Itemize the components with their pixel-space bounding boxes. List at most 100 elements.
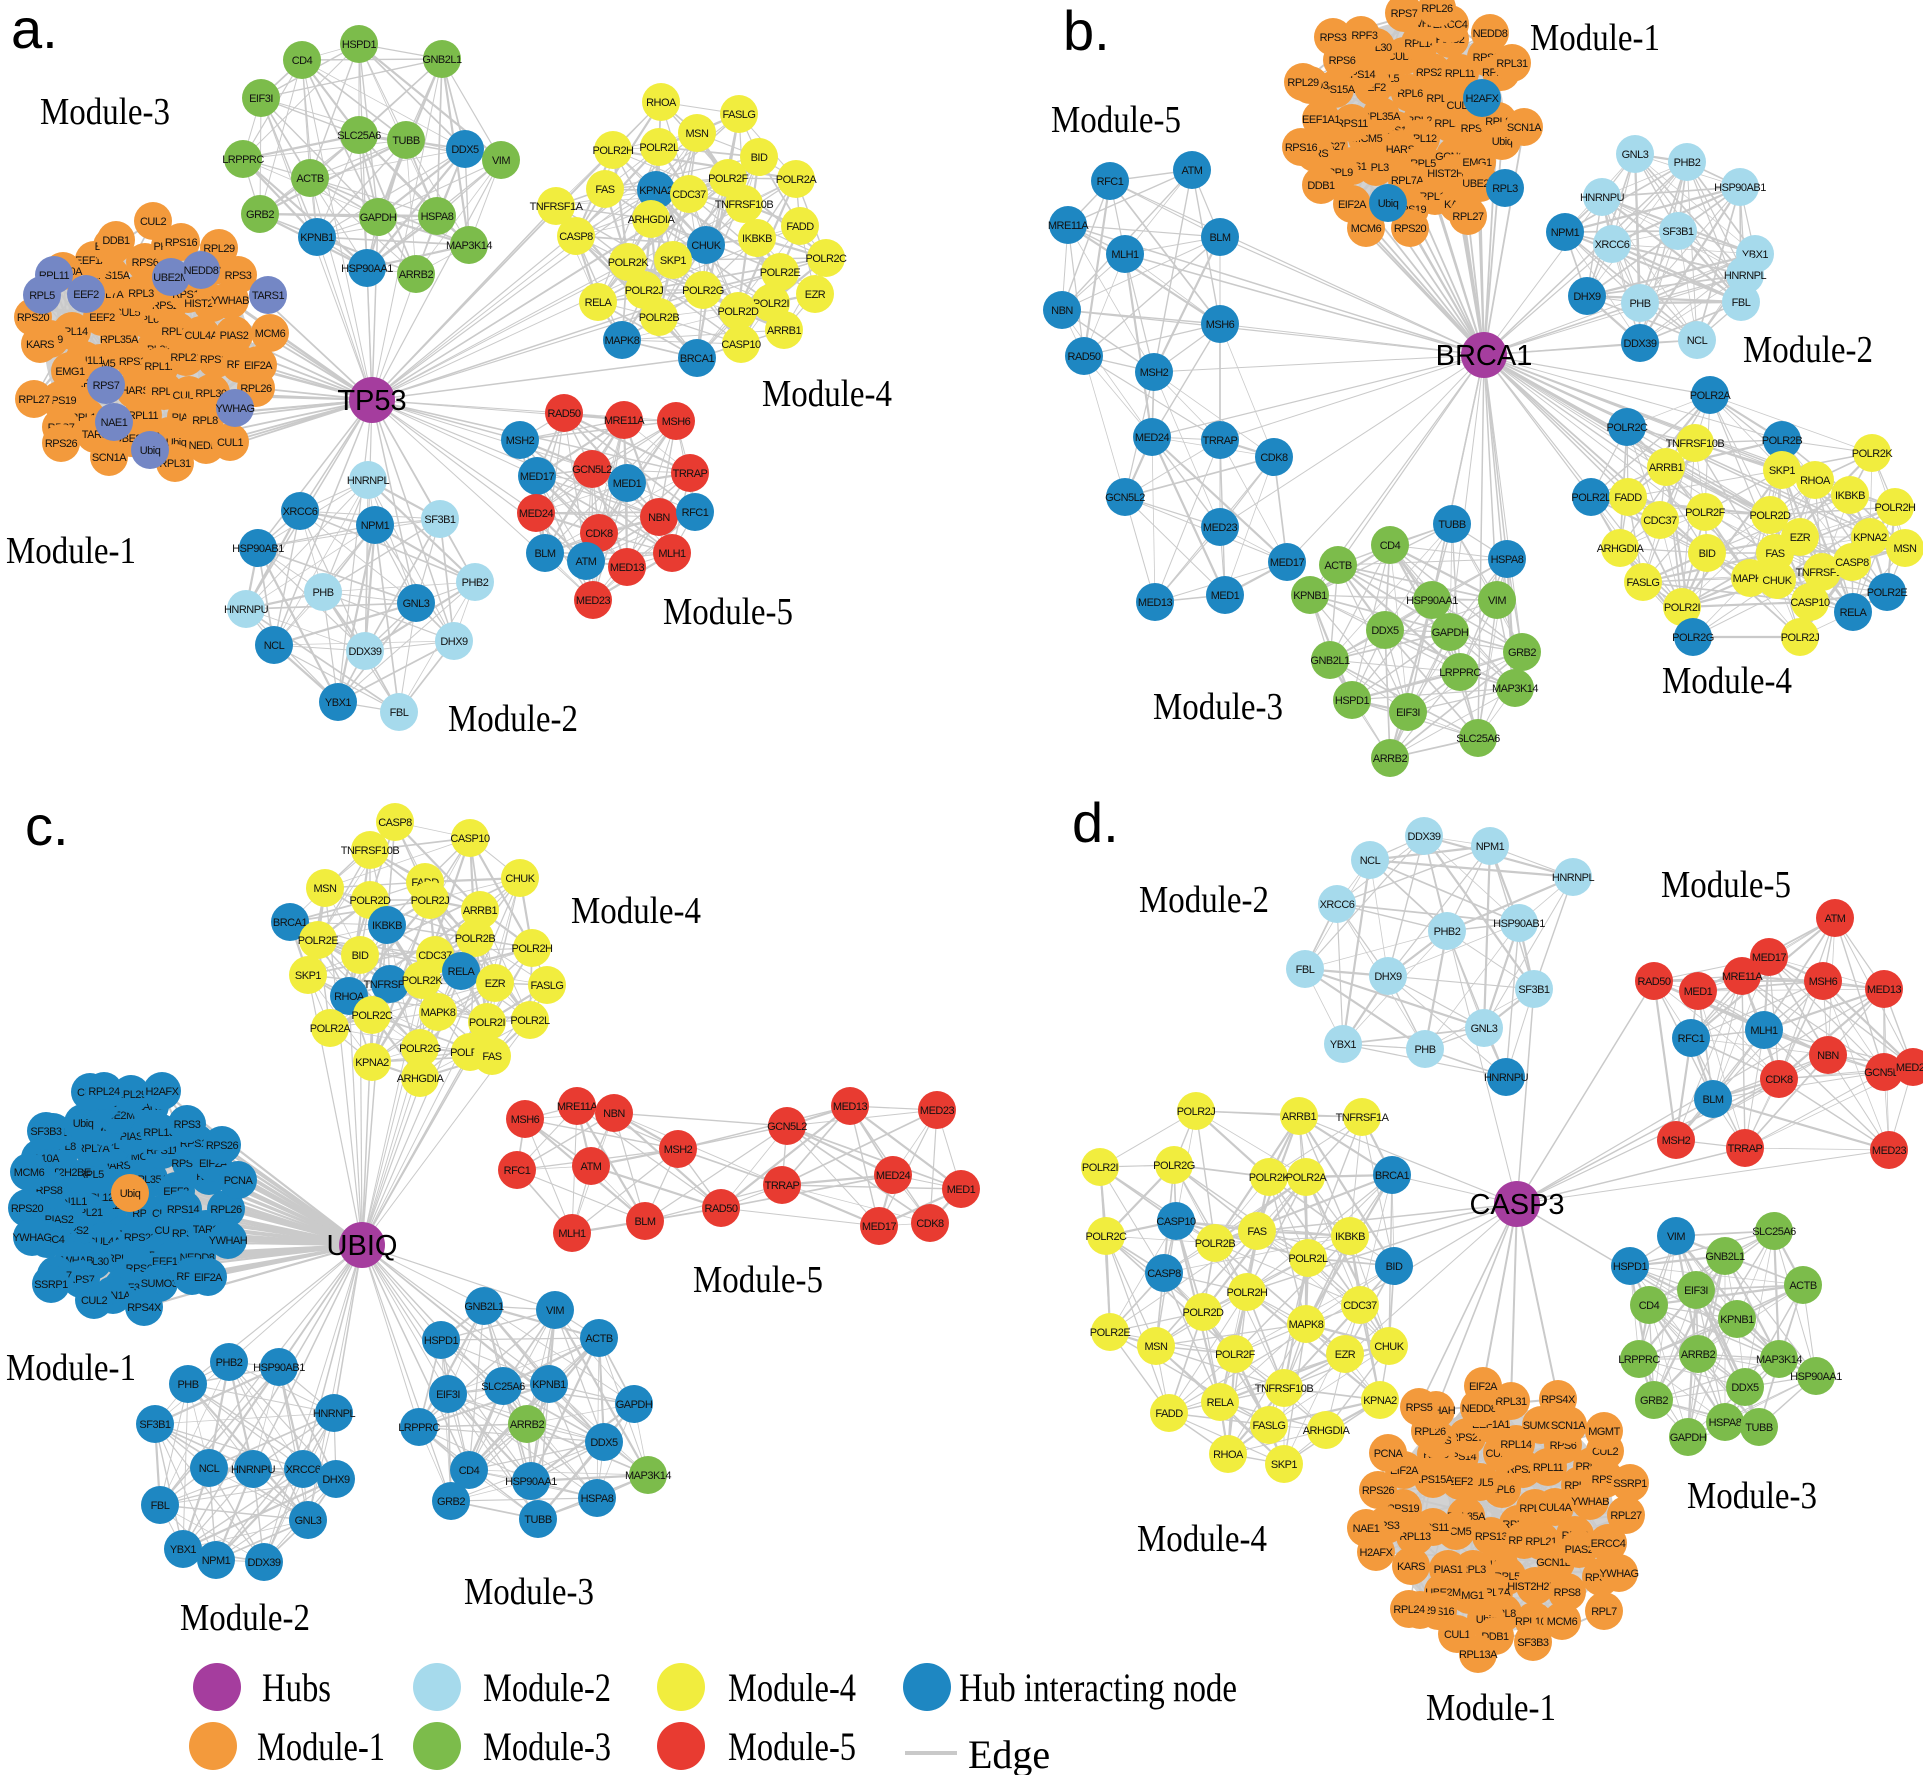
svg-text:MSH2: MSH2 bbox=[1662, 1135, 1691, 1147]
svg-text:EIF2A: EIF2A bbox=[194, 1272, 223, 1284]
svg-text:PHB: PHB bbox=[1414, 1044, 1435, 1056]
svg-text:MRE11A: MRE11A bbox=[1048, 220, 1089, 232]
svg-text:POLR2F: POLR2F bbox=[1215, 1349, 1256, 1361]
svg-text:FASLG: FASLG bbox=[1253, 1420, 1286, 1432]
svg-text:RPL7: RPL7 bbox=[1591, 1606, 1617, 1618]
svg-text:YWHAG: YWHAG bbox=[215, 403, 254, 415]
svg-text:POLR2I: POLR2I bbox=[1664, 602, 1701, 614]
svg-text:HNRNPU: HNRNPU bbox=[231, 1464, 276, 1476]
svg-text:FAS: FAS bbox=[482, 1051, 501, 1063]
svg-text:HARS: HARS bbox=[121, 385, 150, 397]
svg-text:RPS20: RPS20 bbox=[11, 1203, 44, 1215]
svg-text:FBL: FBL bbox=[1296, 964, 1315, 976]
svg-text:PIAS2: PIAS2 bbox=[1565, 1544, 1594, 1556]
svg-text:NCL: NCL bbox=[199, 1463, 220, 1475]
svg-text:TNFRSF10B: TNFRSF10B bbox=[341, 845, 400, 857]
svg-text:CASP10: CASP10 bbox=[1790, 597, 1830, 609]
svg-text:Module-2: Module-2 bbox=[448, 698, 578, 740]
svg-text:Module-1: Module-1 bbox=[6, 530, 136, 572]
svg-text:CASP10: CASP10 bbox=[450, 833, 490, 845]
svg-text:RPS16: RPS16 bbox=[165, 237, 198, 249]
svg-text:MED17: MED17 bbox=[1752, 952, 1787, 964]
svg-text:MED13: MED13 bbox=[610, 562, 645, 574]
svg-text:RPL13: RPL13 bbox=[143, 1127, 175, 1139]
svg-text:MSH2: MSH2 bbox=[664, 1144, 693, 1156]
svg-text:RPS5: RPS5 bbox=[1406, 1402, 1433, 1414]
svg-text:CDK8: CDK8 bbox=[916, 1218, 944, 1230]
svg-text:RPL31: RPL31 bbox=[1495, 1396, 1527, 1408]
svg-text:MSN: MSN bbox=[686, 128, 710, 140]
svg-text:SCN1A: SCN1A bbox=[92, 452, 127, 464]
svg-text:NBN: NBN bbox=[603, 1108, 625, 1120]
svg-text:RPS20: RPS20 bbox=[1394, 223, 1427, 235]
svg-text:UBE2M: UBE2M bbox=[153, 272, 189, 284]
svg-text:IKBKB: IKBKB bbox=[1835, 490, 1865, 502]
svg-text:BRCA1: BRCA1 bbox=[1436, 340, 1533, 372]
svg-text:XRCC6: XRCC6 bbox=[283, 506, 318, 518]
svg-text:HSP90AA1: HSP90AA1 bbox=[341, 263, 393, 275]
svg-text:ARRB2: ARRB2 bbox=[510, 1419, 545, 1431]
svg-text:TUBB: TUBB bbox=[1438, 519, 1466, 531]
svg-text:POLR2E: POLR2E bbox=[760, 267, 801, 279]
svg-text:MED17: MED17 bbox=[1270, 557, 1305, 569]
svg-text:MED24: MED24 bbox=[1896, 1062, 1923, 1074]
svg-text:SCN1A: SCN1A bbox=[1551, 1420, 1586, 1432]
svg-text:POLR2L: POLR2L bbox=[1571, 492, 1611, 504]
svg-text:GNB2L1: GNB2L1 bbox=[464, 1301, 504, 1313]
svg-text:SKP1: SKP1 bbox=[1271, 1459, 1298, 1471]
svg-text:Module-2: Module-2 bbox=[1139, 879, 1269, 921]
svg-text:HNRNPU: HNRNPU bbox=[1580, 192, 1625, 204]
svg-text:POLR2K: POLR2K bbox=[402, 975, 444, 987]
svg-text:RPL27: RPL27 bbox=[1452, 211, 1484, 223]
svg-text:PHB2: PHB2 bbox=[462, 577, 489, 589]
svg-text:KPNB1: KPNB1 bbox=[1293, 590, 1327, 602]
svg-text:GNB2L1: GNB2L1 bbox=[422, 54, 462, 66]
svg-text:GNB2L1: GNB2L1 bbox=[1310, 655, 1350, 667]
svg-text:CUL2: CUL2 bbox=[140, 216, 167, 228]
svg-text:PHB: PHB bbox=[1629, 298, 1650, 310]
svg-text:PRPF3: PRPF3 bbox=[1345, 30, 1378, 42]
svg-text:DDX5: DDX5 bbox=[451, 144, 479, 156]
svg-text:GNL3: GNL3 bbox=[295, 1515, 322, 1527]
svg-text:POLR2D: POLR2D bbox=[1182, 1307, 1224, 1319]
svg-text:MSN: MSN bbox=[1145, 1341, 1169, 1353]
svg-text:TRRAP: TRRAP bbox=[765, 1180, 800, 1192]
svg-text:MSH6: MSH6 bbox=[1206, 319, 1235, 331]
svg-text:RPL3: RPL3 bbox=[1492, 183, 1518, 195]
svg-text:GNB2L1: GNB2L1 bbox=[1705, 1251, 1745, 1263]
svg-text:RPL27: RPL27 bbox=[1610, 1510, 1642, 1522]
svg-text:Module-1: Module-1 bbox=[1426, 1687, 1556, 1729]
svg-text:RPL7A: RPL7A bbox=[77, 1143, 111, 1155]
svg-text:RPS6: RPS6 bbox=[132, 257, 159, 269]
svg-text:BLM: BLM bbox=[1209, 232, 1230, 244]
svg-text:MSH6: MSH6 bbox=[511, 1114, 540, 1126]
svg-text:POLR2B: POLR2B bbox=[1762, 435, 1803, 447]
svg-text:SSRP1: SSRP1 bbox=[34, 1279, 68, 1291]
svg-text:HSP90AB1: HSP90AB1 bbox=[1493, 918, 1545, 930]
svg-text:BRCA1: BRCA1 bbox=[273, 917, 308, 929]
svg-text:NBN: NBN bbox=[1817, 1050, 1839, 1062]
svg-text:RHOA: RHOA bbox=[1800, 475, 1831, 487]
svg-text:POLR2L: POLR2L bbox=[639, 142, 679, 154]
svg-text:TUBB: TUBB bbox=[392, 135, 420, 147]
svg-text:GCN5L2: GCN5L2 bbox=[572, 464, 612, 476]
svg-text:NCL: NCL bbox=[264, 640, 285, 652]
svg-text:EEF2: EEF2 bbox=[89, 312, 115, 324]
svg-text:NBN: NBN bbox=[1051, 305, 1073, 317]
svg-text:NEDD8: NEDD8 bbox=[1473, 28, 1508, 40]
svg-text:POLR2I: POLR2I bbox=[469, 1017, 506, 1029]
svg-text:HNRNPU: HNRNPU bbox=[1484, 1072, 1529, 1084]
svg-text:MED24: MED24 bbox=[1135, 432, 1170, 444]
svg-text:DDB1: DDB1 bbox=[102, 235, 130, 247]
svg-text:POLR2B: POLR2B bbox=[1195, 1238, 1236, 1250]
svg-text:GRB2: GRB2 bbox=[246, 209, 274, 221]
svg-text:SF3B1: SF3B1 bbox=[1662, 226, 1694, 238]
svg-text:Module-4: Module-4 bbox=[1662, 660, 1792, 702]
svg-text:BID: BID bbox=[1386, 1261, 1403, 1273]
svg-text:CDK8: CDK8 bbox=[1260, 452, 1288, 464]
svg-text:RPS3: RPS3 bbox=[1320, 32, 1347, 44]
svg-text:RPS14: RPS14 bbox=[167, 1204, 200, 1216]
svg-text:DDX39: DDX39 bbox=[248, 1557, 281, 1569]
svg-text:Module-5: Module-5 bbox=[1051, 99, 1181, 141]
svg-text:YWHAB: YWHAB bbox=[1571, 1496, 1609, 1508]
